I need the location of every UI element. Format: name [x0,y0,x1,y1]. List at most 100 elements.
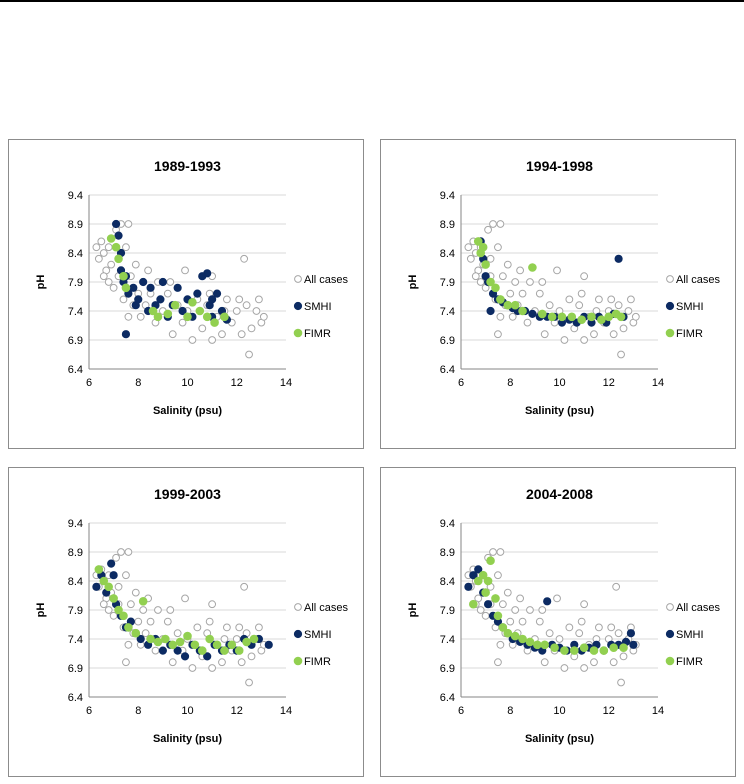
data-point [138,597,148,606]
data-point [223,295,231,304]
data-point [577,315,586,324]
data-point [129,283,138,292]
y-tick-label: 6.4 [68,692,83,704]
legend-label: FIMR [304,328,331,340]
data-point [503,300,513,310]
data-point [540,658,549,667]
data-point [533,640,542,650]
data-point [104,582,113,592]
x-tick-label: 6 [458,705,464,717]
data-point [173,646,182,655]
data-point [245,678,253,687]
data-point [516,594,525,603]
data-point [188,336,197,344]
data-point [141,629,150,638]
data-point [208,295,217,304]
legend-marker [294,275,302,283]
data-point [528,263,537,272]
data-point [104,606,113,614]
y-tick-label: 8.4 [440,576,455,588]
data-point [168,330,177,339]
legend-marker [665,656,675,666]
data-point [131,260,140,269]
data-point [112,553,120,562]
data-point [146,634,155,644]
data-point [242,301,251,310]
y-tick-label: 8.9 [440,219,455,231]
data-point [198,324,207,333]
data-point [173,283,182,292]
data-point [237,658,246,667]
y-tick-label: 8.4 [440,248,455,260]
data-point [124,640,133,649]
data-point [240,582,249,591]
y-tick-label: 7.4 [68,634,83,646]
data-point [587,312,596,322]
y-tick-label: 9.4 [440,518,455,530]
data-point [510,631,520,641]
data-point [526,278,534,286]
data-point [197,646,207,655]
data-point [595,623,603,632]
data-point [469,571,478,580]
data-point [255,295,263,304]
x-tick-label: 10 [553,377,565,389]
y-tick-label: 7.9 [440,605,455,617]
data-point [528,309,537,318]
data-point [114,231,123,240]
y-tick-label: 8.9 [68,547,83,559]
data-point [220,635,229,643]
data-point [518,617,527,626]
data-point [124,548,133,556]
data-point [153,637,163,647]
data-point [134,617,143,626]
y-tick-label: 8.4 [68,576,83,588]
data-point [205,634,214,644]
y-axis-label: pH [407,603,419,618]
data-point [119,611,128,621]
data-point [481,588,490,597]
x-tick-label: 12 [603,377,615,389]
data-point [166,278,175,286]
data-point [609,330,618,339]
data-point [494,243,502,252]
data-point [234,646,244,655]
data-point [614,301,623,310]
data-point [535,617,544,626]
data-point [547,312,557,322]
data-point [498,600,507,609]
data-point [235,623,244,632]
data-point [181,594,189,603]
data-point [506,617,515,626]
legend-marker [293,328,303,338]
data-point [629,640,638,649]
chart-svg: 1999-2003 6.4 6.9 7.4 7.9 8.4 8.9 9.4 6 8 10 12 14 Sa… [35,486,349,745]
data-point [245,350,253,359]
y-axis-label: pH [407,275,419,290]
data-point [124,312,133,321]
data-point [131,588,140,597]
data-point [577,289,586,298]
data-point [481,260,490,269]
data-point [518,634,527,644]
data-point [590,330,598,339]
data-point [158,646,167,655]
data-point [481,611,490,620]
data-point [498,623,508,632]
data-point [619,643,628,652]
data-point [237,330,246,339]
legend-marker [294,603,302,611]
chart-svg: 1994-1998 6.4 6.9 7.4 7.9 8.4 8.9 9.4 6 8 10 12 14 Sa… [407,158,721,417]
data-point [242,637,251,647]
chart-panel-1994-1998: 1994-1998 6.4 6.9 7.4 7.9 8.4 8.9 9.4 6 8 10 12 14 Sa… [380,139,736,449]
data-point [579,643,589,652]
data-point [496,640,505,649]
data-point [173,629,182,638]
data-point [508,312,517,321]
data-point [569,646,579,655]
data-point [510,300,520,310]
data-point [526,606,534,614]
x-axis-label: Salinity (psu) [153,405,222,417]
data-point [106,234,116,243]
data-point [153,312,163,322]
